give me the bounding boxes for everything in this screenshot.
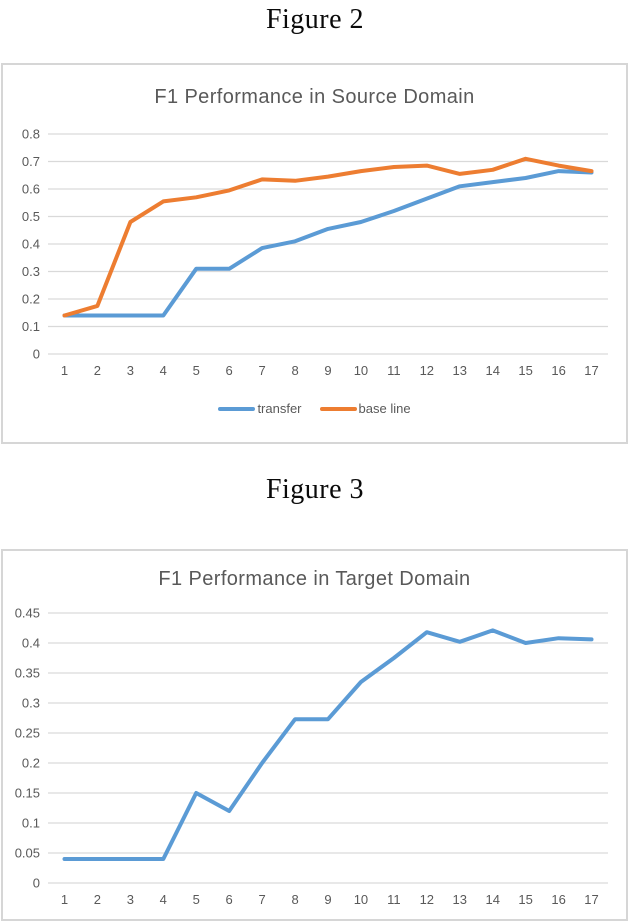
x-axis-tick-label: 13 <box>453 363 467 378</box>
target-domain-chart: F1 Performance in Target Domain 0 0.05 0.1… <box>1 549 628 921</box>
x-axis-tick-label: 10 <box>354 363 368 378</box>
y-axis-tick-label: 0.45 <box>15 606 40 621</box>
x-axis-tick-label: 4 <box>160 363 167 378</box>
y-axis-tick-label: 0.4 <box>22 636 40 651</box>
x-axis-tick-label: 10 <box>354 892 368 907</box>
figure-3-caption: Figure 3 <box>265 474 365 505</box>
y-axis-tick-label: 0 <box>33 876 40 891</box>
series-line <box>62 628 594 861</box>
x-axis-tick-label: 3 <box>127 892 134 907</box>
y-axis-tick-label: 0.1 <box>22 319 40 334</box>
legend: transfer base line <box>3 401 626 416</box>
target-domain-plot-area: 00.050.10.150.20.250.30.350.40.451 2 3 4 5 6 7… <box>15 606 608 907</box>
x-axis-tick-label: 2 <box>94 892 101 907</box>
x-axis-tick-label: 5 <box>193 363 200 378</box>
y-axis-tick-label: 0.8 <box>22 127 40 142</box>
y-axis-tick-label: 0.25 <box>15 726 40 741</box>
x-axis-tick-label: 11 <box>387 892 401 907</box>
y-axis-tick-label: 0.05 <box>15 846 40 861</box>
x-axis-tick-label: 1 <box>61 363 68 378</box>
source-domain-chart: F1 Performance in Source Domain 0 0.1 0.2 0… <box>1 63 628 444</box>
transfer-line-swatch <box>218 406 256 411</box>
y-axis-tick-label: 0.35 <box>15 666 40 681</box>
x-axis-tick-label: 9 <box>324 363 331 378</box>
legend-item-transfer: transfer <box>218 401 302 416</box>
y-axis-tick-label: 0.5 <box>22 209 40 224</box>
x-axis-tick-label: 11 <box>387 363 401 378</box>
x-axis-tick-label: 2 <box>94 363 101 378</box>
x-axis-tick-label: 12 <box>420 363 434 378</box>
y-axis-tick-label: 0.3 <box>22 264 40 279</box>
x-axis-tick-label: 1 <box>61 892 68 907</box>
y-axis-tick-label: 0.2 <box>22 756 40 771</box>
y-axis-tick-label: 0.4 <box>22 237 40 252</box>
baseline-line-swatch <box>319 406 357 411</box>
x-axis-tick-label: 7 <box>259 892 266 907</box>
x-axis-tick-label: 16 <box>551 363 565 378</box>
y-axis-tick-label: 0.3 <box>22 696 40 711</box>
y-axis-tick-label: 0.15 <box>15 786 40 801</box>
x-axis-tick-label: 6 <box>226 892 233 907</box>
x-axis-tick-label: 15 <box>518 363 532 378</box>
source-chart-title: F1 Performance in Source Domain <box>154 86 475 108</box>
x-axis-tick-label: 17 <box>584 363 598 378</box>
x-axis-tick-label: 5 <box>193 892 200 907</box>
base-line-line <box>62 156 594 318</box>
figure-2-caption: Figure 2 <box>265 4 365 35</box>
legend-label-baseline: base line <box>358 401 411 416</box>
x-axis-tick-label: 13 <box>453 892 467 907</box>
x-axis-tick-label: 16 <box>551 892 565 907</box>
transfer-line <box>62 169 594 318</box>
y-axis-tick-label: 0.2 <box>22 292 40 307</box>
x-axis-tick-label: 15 <box>518 892 532 907</box>
x-axis-tick-label: 8 <box>291 892 298 907</box>
y-axis-tick-label: 0.6 <box>22 182 40 197</box>
y-axis-tick-label: 0 <box>33 347 40 362</box>
x-axis-tick-label: 9 <box>324 892 331 907</box>
x-axis-tick-label: 4 <box>160 892 167 907</box>
x-axis-tick-label: 3 <box>127 363 134 378</box>
x-axis-tick-label: 8 <box>291 363 298 378</box>
y-axis-tick-label: 0.1 <box>22 816 40 831</box>
x-axis-tick-label: 14 <box>485 363 499 378</box>
legend-item-baseline: base line <box>319 401 411 416</box>
source-domain-plot-area: 00.10.20.30.40.50.60.70.81 2 3 4 5 6 7 8 9 10 11 12… <box>22 127 608 378</box>
x-axis-tick-label: 17 <box>584 892 598 907</box>
legend-label-transfer: transfer <box>257 401 302 416</box>
x-axis-tick-label: 6 <box>226 363 233 378</box>
target-chart-title: F1 Performance in Target Domain <box>158 568 471 590</box>
x-axis-tick-label: 12 <box>420 892 434 907</box>
x-axis-tick-label: 7 <box>259 363 266 378</box>
x-axis-tick-label: 14 <box>485 892 499 907</box>
y-axis-tick-label: 0.7 <box>22 154 40 169</box>
